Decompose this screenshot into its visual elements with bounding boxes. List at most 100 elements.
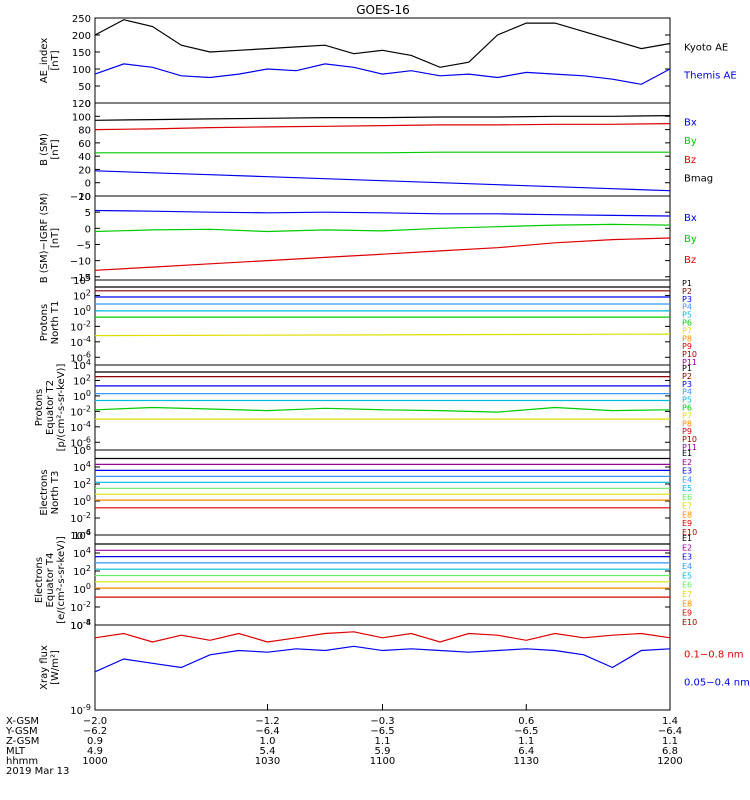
figure-title: GOES-16 [356,3,410,17]
legend-entry: E6 [682,493,692,502]
y-tick-label: 10-2 [70,600,91,614]
plot-frame [94,534,671,626]
legend-entry: P2 [682,372,692,381]
series-bmag [94,115,671,121]
y-axis-label: Equator T2 [45,380,56,435]
y-axis-label: [W/m²] [50,650,61,685]
x-tick-label: 5.9 [375,746,391,757]
y-tick-label: −15 [70,273,91,284]
legend-entry: Bx [684,118,697,129]
x-row-label: 2019 Mar 13 [6,766,69,777]
y-axis-label: North T3 [50,471,61,515]
legend-entry: E4 [682,475,692,484]
series-bx [94,170,671,192]
legend-entry: 0.05−0.4 nm [684,678,750,689]
x-tick-label: 1100 [370,756,395,767]
legend-entry: E3 [682,467,692,476]
legend-entry: By [684,136,697,147]
y-tick-label: 10-4 [70,420,91,434]
x-tick-label: −1.2 [255,716,279,727]
x-row-label: Y-GSM [5,726,38,737]
legend-entry: P5 [682,311,692,320]
plot-frame [94,364,671,451]
x-axis-table: −2.0−6.20.94.91000−1.2−6.41.05.41030−0.3… [5,704,683,777]
legend-entry: E2 [682,458,692,467]
legend-entry: Bz [684,155,696,166]
x-tick-label: −6.4 [658,726,682,737]
legend-entry: E1 [682,534,692,543]
legend-entry: E9 [682,519,692,528]
legend-entry: P8 [682,419,692,428]
legend-entry: P7 [682,326,692,335]
series-0-1-0-8-nm [94,631,671,643]
y-tick-label: 10-2 [70,319,91,333]
y-tick-label: 0 [85,224,91,235]
y-tick-label: −5 [76,240,91,251]
x-tick-label: 1.4 [662,716,678,727]
x-tick-label: 0.6 [518,716,534,727]
legend-entry: P1 [682,279,692,288]
y-tick-label: 102 [73,288,91,302]
series-p7 [94,333,671,337]
legend-entry: E10 [682,528,697,537]
y-tick-label: 5 [85,208,91,219]
y-tick-label: −10 [70,257,91,268]
y-axis-label: Protons [34,389,45,426]
x-tick-label: 6.4 [518,746,534,757]
y-axis-label: Electrons [34,557,45,603]
y-axis-label: Xray flux [39,645,50,690]
legend-entry: P9 [682,427,692,436]
y-tick-label: 80 [78,126,91,137]
legend-entry: E6 [682,581,692,590]
x-row-label: Z-GSM [6,736,39,747]
series-bz [94,237,671,271]
legend-entry: E3 [682,553,692,562]
legend-entry: E5 [682,571,692,580]
y-tick-label: 50 [78,82,91,93]
y-axis-label: AE_index [39,38,50,84]
y-tick-label: 100 [73,304,91,318]
legend-entry: E5 [682,484,692,493]
legend-entry: P11 [682,443,697,452]
y-tick-label: 40 [78,152,91,163]
plot-frame [94,102,671,197]
y-tick-label: 104 [73,358,91,372]
legend-entry: E7 [682,590,692,599]
y-tick-label: 100 [72,65,91,76]
y-tick-label: 10-2 [70,404,91,418]
y-tick-label: 20 [78,165,91,176]
y-tick-label: 10-4 [70,335,91,349]
y-axis-label: [p/(cm²-s-sr-keV)] [56,364,67,452]
y-tick-label: 100 [73,494,91,508]
plot-frame [94,449,671,536]
y-tick-label: 100 [73,389,91,403]
legend-entry: P2 [682,287,692,296]
y-tick-label: 10 [78,192,91,203]
legend-entry: P8 [682,334,692,343]
legend-entry: Kyoto AE [684,42,728,53]
y-tick-label: 102 [73,477,91,491]
x-tick-label: −2.0 [83,716,107,727]
legend-entry: P10 [682,435,697,444]
legend-entry: E10 [682,618,697,627]
y-axis-label: B (SM)−IGRF (SM) [39,193,50,284]
y-tick-label: 0 [85,179,91,190]
y-axis-label: [e/(cm²-s-sr-keV)] [56,536,67,624]
legend-entry: Bmag [684,173,713,184]
x-tick-label: 1030 [255,756,280,767]
y-tick-label: 0 [85,99,91,110]
y-axis-label: [nT] [50,228,61,248]
legend-entry: E9 [682,609,692,618]
y-tick-label: 60 [78,139,91,150]
legend-entry: P3 [682,380,692,389]
x-tick-label: −6.2 [83,726,107,737]
y-tick-label: 104 [73,546,91,560]
legend-entry: E1 [682,449,692,458]
legend-entry: P10 [682,350,697,359]
